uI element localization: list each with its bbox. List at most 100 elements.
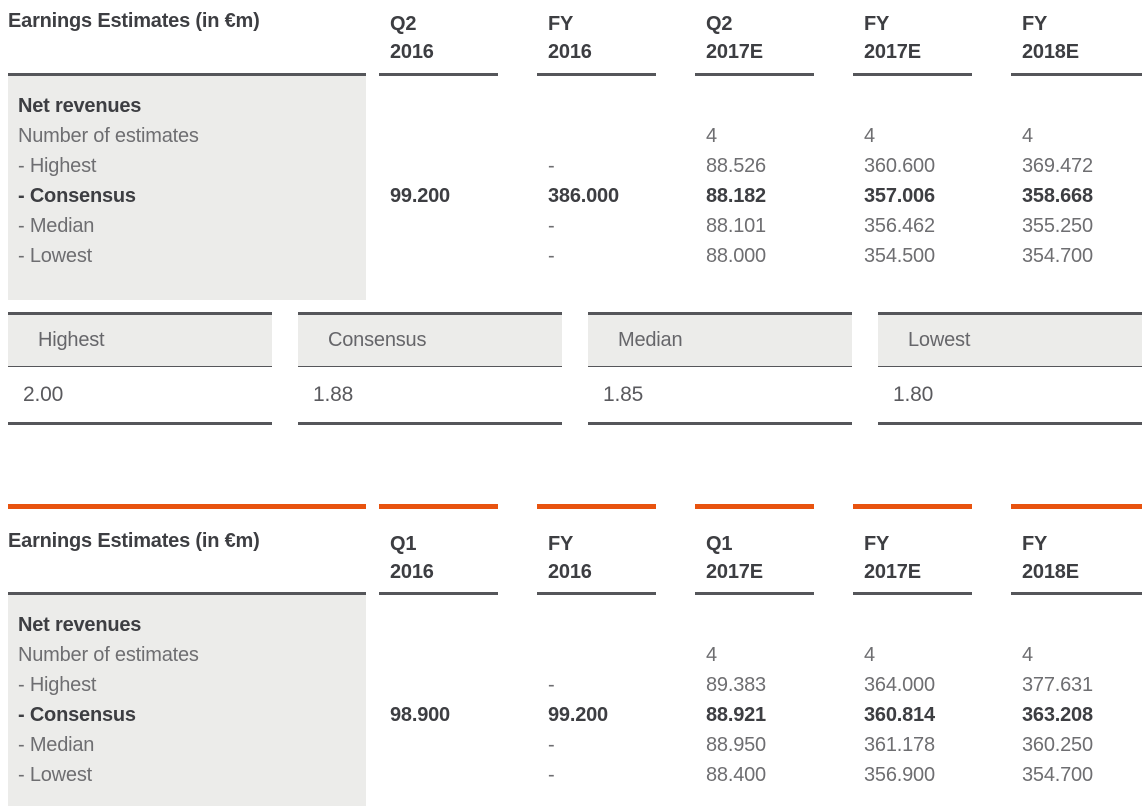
- card-value: 1.80: [893, 383, 934, 406]
- column-period: FY: [548, 533, 574, 555]
- data-column-q1-2017e: 4 89.383 88.921 88.950 88.400: [682, 595, 840, 806]
- cell-value: 4: [864, 644, 875, 666]
- cell-value: 360.814: [864, 704, 935, 726]
- cell-value: 361.178: [864, 734, 935, 756]
- earnings-table-q1-2016: Earnings Estimates (in €m) Q1 2016 FY 2016 Q1…: [0, 504, 1142, 806]
- cell-value: [390, 610, 524, 640]
- cell-value: -: [548, 155, 555, 177]
- cell-value: [864, 91, 998, 121]
- column-header-fy-2018e: FY 2018E: [998, 8, 1142, 76]
- orange-accent-bar: [1011, 504, 1142, 509]
- cell-value: [548, 610, 682, 640]
- cell-value: [390, 91, 524, 121]
- cell-value: 4: [706, 125, 717, 147]
- row-label: Number of estimates: [18, 125, 199, 147]
- cell-value: 357.006: [864, 185, 935, 207]
- column-header-fy-2016: FY 2016: [524, 504, 682, 595]
- cell-value: -: [548, 215, 555, 237]
- cell-value: 356.900: [864, 764, 935, 786]
- cell-value: 358.668: [1022, 185, 1093, 207]
- summary-card-lowest: Lowest 1.80: [878, 312, 1142, 425]
- cell-value: 355.250: [1022, 215, 1093, 237]
- data-column-fy-2018e: 4 377.631 363.208 360.250 354.700: [998, 595, 1142, 806]
- orange-accent-bar: [379, 504, 498, 509]
- cell-value: 88.400: [706, 764, 766, 786]
- column-year: 2016: [548, 561, 592, 583]
- card-label: Lowest: [878, 315, 1142, 367]
- column-header-label: FY 2017E: [840, 504, 998, 586]
- cell-value: -: [548, 764, 555, 786]
- data-column-fy-2016: - 99.200 - -: [524, 595, 682, 806]
- cell-value: 377.631: [1022, 674, 1093, 696]
- cell-value: [390, 760, 524, 790]
- column-period: Q1: [706, 533, 733, 555]
- eps-summary-cards: Highest 2.00 Consensus 1.88 Median 1.85 …: [8, 312, 1142, 425]
- cell-value: [390, 730, 524, 760]
- row-label: - Median: [18, 734, 95, 756]
- column-header-q1-2016: Q1 2016: [366, 504, 524, 595]
- column-year: 2016: [390, 41, 434, 63]
- cell-value: 88.101: [706, 215, 766, 237]
- cell-value: 363.208: [1022, 704, 1093, 726]
- column-year: 2018E: [1022, 561, 1079, 583]
- orange-accent-bar: [853, 504, 972, 509]
- cell-value: 369.472: [1022, 155, 1093, 177]
- summary-card-consensus: Consensus 1.88: [298, 312, 562, 425]
- column-period: FY: [864, 533, 890, 555]
- column-period: Q2: [706, 13, 733, 35]
- header-rule: [695, 592, 814, 595]
- column-header-label: FY 2018E: [998, 8, 1142, 66]
- row-label: - Lowest: [18, 764, 92, 786]
- cell-value: 356.462: [864, 215, 935, 237]
- column-period: FY: [548, 13, 574, 35]
- column-header-label: FY 2018E: [998, 504, 1142, 586]
- column-year: 2016: [390, 561, 434, 583]
- cell-value: 4: [864, 125, 875, 147]
- data-column-fy-2016: - 386.000 - -: [524, 76, 682, 300]
- card-value: 1.85: [603, 383, 644, 406]
- section-label: Net revenues: [18, 95, 142, 117]
- data-column-q2-2017e: 4 88.526 88.182 88.101 88.000: [682, 76, 840, 300]
- header-rule: [379, 73, 498, 76]
- column-header-fy-2016: FY 2016: [524, 8, 682, 76]
- cell-value: -: [548, 734, 555, 756]
- cell-value: [548, 640, 682, 670]
- row-label: - Consensus: [18, 704, 136, 726]
- cell-value: [706, 91, 840, 121]
- cell-value: 98.900: [390, 704, 450, 726]
- cell-value: -: [548, 245, 555, 267]
- cell-value: [390, 211, 524, 241]
- data-column-fy-2018e: 4 369.472 358.668 355.250 354.700: [998, 76, 1142, 300]
- cell-value: 354.700: [1022, 245, 1093, 267]
- row-label: - Highest: [18, 674, 97, 696]
- column-year: 2016: [548, 41, 592, 63]
- header-rule: [537, 73, 656, 76]
- column-header-fy-2017e: FY 2017E: [840, 8, 998, 76]
- cell-value: [390, 670, 524, 700]
- summary-card-highest: Highest 2.00: [8, 312, 272, 425]
- cell-value: [390, 241, 524, 271]
- cell-value: 360.250: [1022, 734, 1093, 756]
- header-rule: [8, 592, 366, 595]
- orange-accent-bar: [537, 504, 656, 509]
- cell-value: [1022, 91, 1142, 121]
- data-column-fy-2017e: 4 364.000 360.814 361.178 356.900: [840, 595, 998, 806]
- cell-value: 89.383: [706, 674, 766, 696]
- row-label: - Highest: [18, 155, 97, 177]
- cell-value: 88.921: [706, 704, 766, 726]
- cell-value: 354.500: [864, 245, 935, 267]
- card-label: Highest: [8, 315, 272, 367]
- header-rule: [8, 73, 366, 76]
- cell-value: [864, 610, 998, 640]
- cell-value: [390, 151, 524, 181]
- cell-value: 4: [706, 644, 717, 666]
- column-header-label: FY 2017E: [840, 8, 998, 66]
- cell-value: [548, 121, 682, 151]
- column-year: 2017E: [706, 41, 763, 63]
- column-header-label: FY 2016: [524, 504, 682, 586]
- table-body: Net revenues Number of estimates - Highest…: [8, 76, 1142, 300]
- column-header-label: Q1 2017E: [682, 504, 840, 586]
- table-title: Earnings Estimates (in €m): [8, 10, 260, 32]
- cell-value: -: [548, 674, 555, 696]
